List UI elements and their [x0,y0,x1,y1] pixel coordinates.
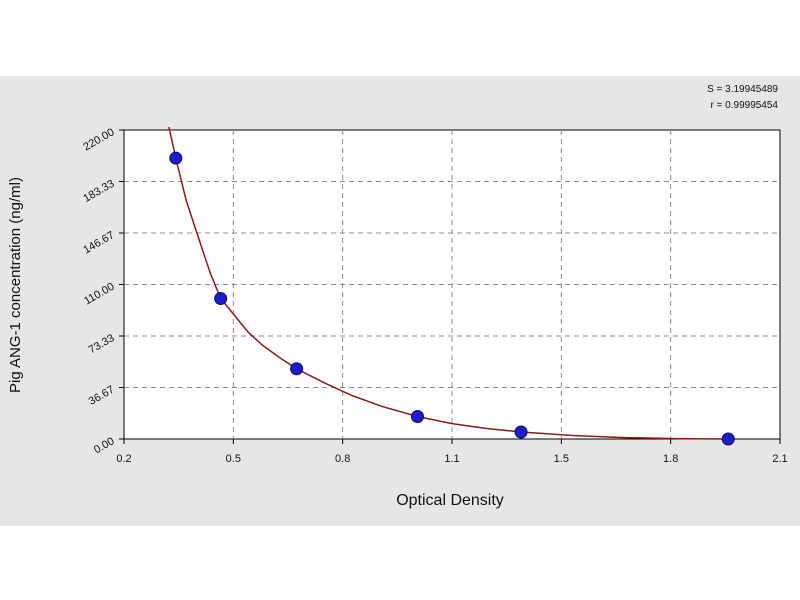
x-tick-label: 0.2 [116,453,131,465]
data-point [290,362,304,376]
x-tick-label: 1.8 [663,453,678,465]
y-tick-label: 183.33 [81,178,116,205]
axes [119,129,781,444]
x-tick-label: 1.1 [444,453,459,465]
fit-curve [168,126,729,440]
data-point [169,151,183,165]
y-tick-label: 220.00 [81,126,116,153]
data-point [410,410,424,424]
stats-s: S = 3.19945489 [707,84,778,95]
y-tick-label: 0.00 [92,435,117,456]
data-point [214,292,228,306]
grid [124,130,780,439]
y-tick-label: 110.00 [82,281,116,308]
fit-curve-layer [168,126,729,440]
data-point [514,425,528,439]
y-tick-label: 73.33 [87,332,117,356]
y-tick-label: 146.67 [81,229,116,256]
stats-r: r = 0.99995454 [710,100,778,111]
x-tick-label: 0.8 [335,453,350,465]
data-points-layer [169,151,735,446]
x-axis-label: Optical Density [396,492,504,509]
x-tick-label: 0.5 [226,453,241,465]
y-tick-label: 36.67 [87,384,117,408]
x-tick-label: 1.5 [554,453,569,465]
x-tick-label: 2.1 [772,453,787,465]
data-point [721,432,735,446]
y-axis-label: Pig ANG-1 concentration (ng/ml) [7,177,24,393]
